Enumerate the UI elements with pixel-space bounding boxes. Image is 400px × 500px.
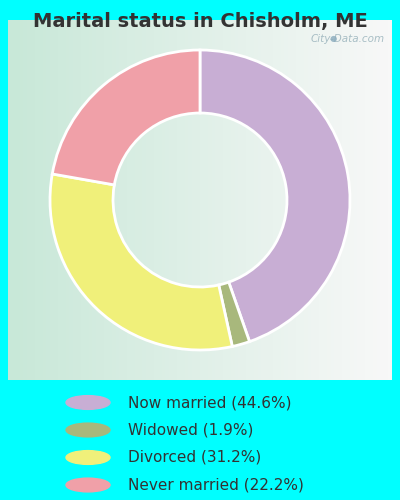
Text: City-Data.com: City-Data.com — [310, 34, 384, 44]
Wedge shape — [52, 50, 200, 185]
Wedge shape — [219, 282, 250, 346]
Circle shape — [66, 396, 110, 409]
Circle shape — [66, 478, 110, 492]
Wedge shape — [50, 174, 232, 350]
Circle shape — [66, 423, 110, 437]
Text: Never married (22.2%): Never married (22.2%) — [128, 478, 304, 492]
Text: ●: ● — [329, 34, 336, 43]
Text: Marital status in Chisholm, ME: Marital status in Chisholm, ME — [33, 12, 367, 32]
Wedge shape — [200, 50, 350, 342]
Text: Widowed (1.9%): Widowed (1.9%) — [128, 422, 253, 438]
Text: Now married (44.6%): Now married (44.6%) — [128, 395, 292, 410]
Circle shape — [66, 450, 110, 464]
Text: Divorced (31.2%): Divorced (31.2%) — [128, 450, 261, 465]
